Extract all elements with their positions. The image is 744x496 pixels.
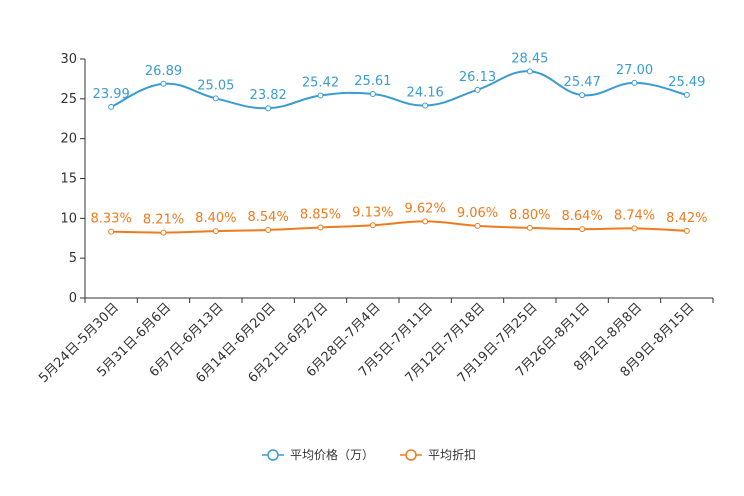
data-labels: 23.99 26.89 25.05 23.82 25.42 25.61 24.16 26.13… xyxy=(91,51,708,227)
data-label: 8.80% xyxy=(509,208,550,223)
data-point xyxy=(683,227,690,234)
data-point xyxy=(160,229,167,236)
data-label: 25.05 xyxy=(197,78,234,93)
data-label: 25.47 xyxy=(564,75,601,90)
data-point xyxy=(108,103,115,110)
series-line-2 xyxy=(111,220,687,234)
data-point xyxy=(317,224,324,231)
data-label: 8.85% xyxy=(300,207,341,222)
data-point xyxy=(317,92,324,99)
data-point xyxy=(631,225,638,232)
data-point xyxy=(212,228,219,235)
y-tick-label: 10 xyxy=(60,211,77,226)
data-point xyxy=(474,86,481,93)
data-label: 24.16 xyxy=(407,86,444,101)
series-layer xyxy=(108,68,690,236)
data-label: 8.33% xyxy=(91,212,132,227)
data-point xyxy=(474,222,481,229)
series-line-1 xyxy=(110,70,688,110)
legend-marker xyxy=(405,449,417,461)
data-label: 8.42% xyxy=(666,211,707,226)
y-tick-label: 30 xyxy=(60,52,77,67)
data-label: 27.00 xyxy=(616,63,653,78)
y-tick-label: 15 xyxy=(60,172,77,187)
data-label: 8.54% xyxy=(248,210,289,225)
data-label: 25.61 xyxy=(354,74,391,89)
data-label: 26.89 xyxy=(145,64,182,79)
data-point xyxy=(683,91,690,98)
data-label: 26.13 xyxy=(459,70,496,85)
data-point xyxy=(526,224,533,231)
legend-marker xyxy=(267,449,279,461)
data-point xyxy=(265,105,272,112)
data-point xyxy=(579,226,586,233)
y-tick-label: 20 xyxy=(60,132,77,147)
data-point xyxy=(369,90,376,97)
y-tick-label: 25 xyxy=(60,92,77,107)
data-label: 25.42 xyxy=(302,75,339,90)
data-point xyxy=(265,226,272,233)
data-point xyxy=(212,95,219,102)
data-label: 23.99 xyxy=(93,87,130,102)
data-label: 8.74% xyxy=(614,208,655,223)
data-point xyxy=(579,92,586,99)
data-point xyxy=(631,79,638,86)
data-label: 9.13% xyxy=(352,205,393,220)
legend-label: 平均价格（万） xyxy=(290,447,374,462)
y-tick-label: 5 xyxy=(69,251,77,266)
data-label: 28.45 xyxy=(511,51,548,66)
legend: 平均价格（万） 平均折扣 xyxy=(262,447,476,462)
data-label: 25.49 xyxy=(668,75,705,90)
data-point xyxy=(422,102,429,109)
data-label: 9.06% xyxy=(457,206,498,221)
data-point xyxy=(108,228,115,235)
data-label: 8.40% xyxy=(195,211,236,226)
data-label: 8.64% xyxy=(562,209,603,224)
data-point xyxy=(422,218,429,225)
data-label: 9.62% xyxy=(405,201,446,216)
data-point xyxy=(160,80,167,87)
data-point xyxy=(526,68,533,75)
legend-label: 平均折扣 xyxy=(428,447,476,462)
y-tick-label: 0 xyxy=(69,291,77,306)
data-label: 8.21% xyxy=(143,213,184,228)
data-label: 23.82 xyxy=(250,88,287,103)
data-point xyxy=(369,222,376,229)
